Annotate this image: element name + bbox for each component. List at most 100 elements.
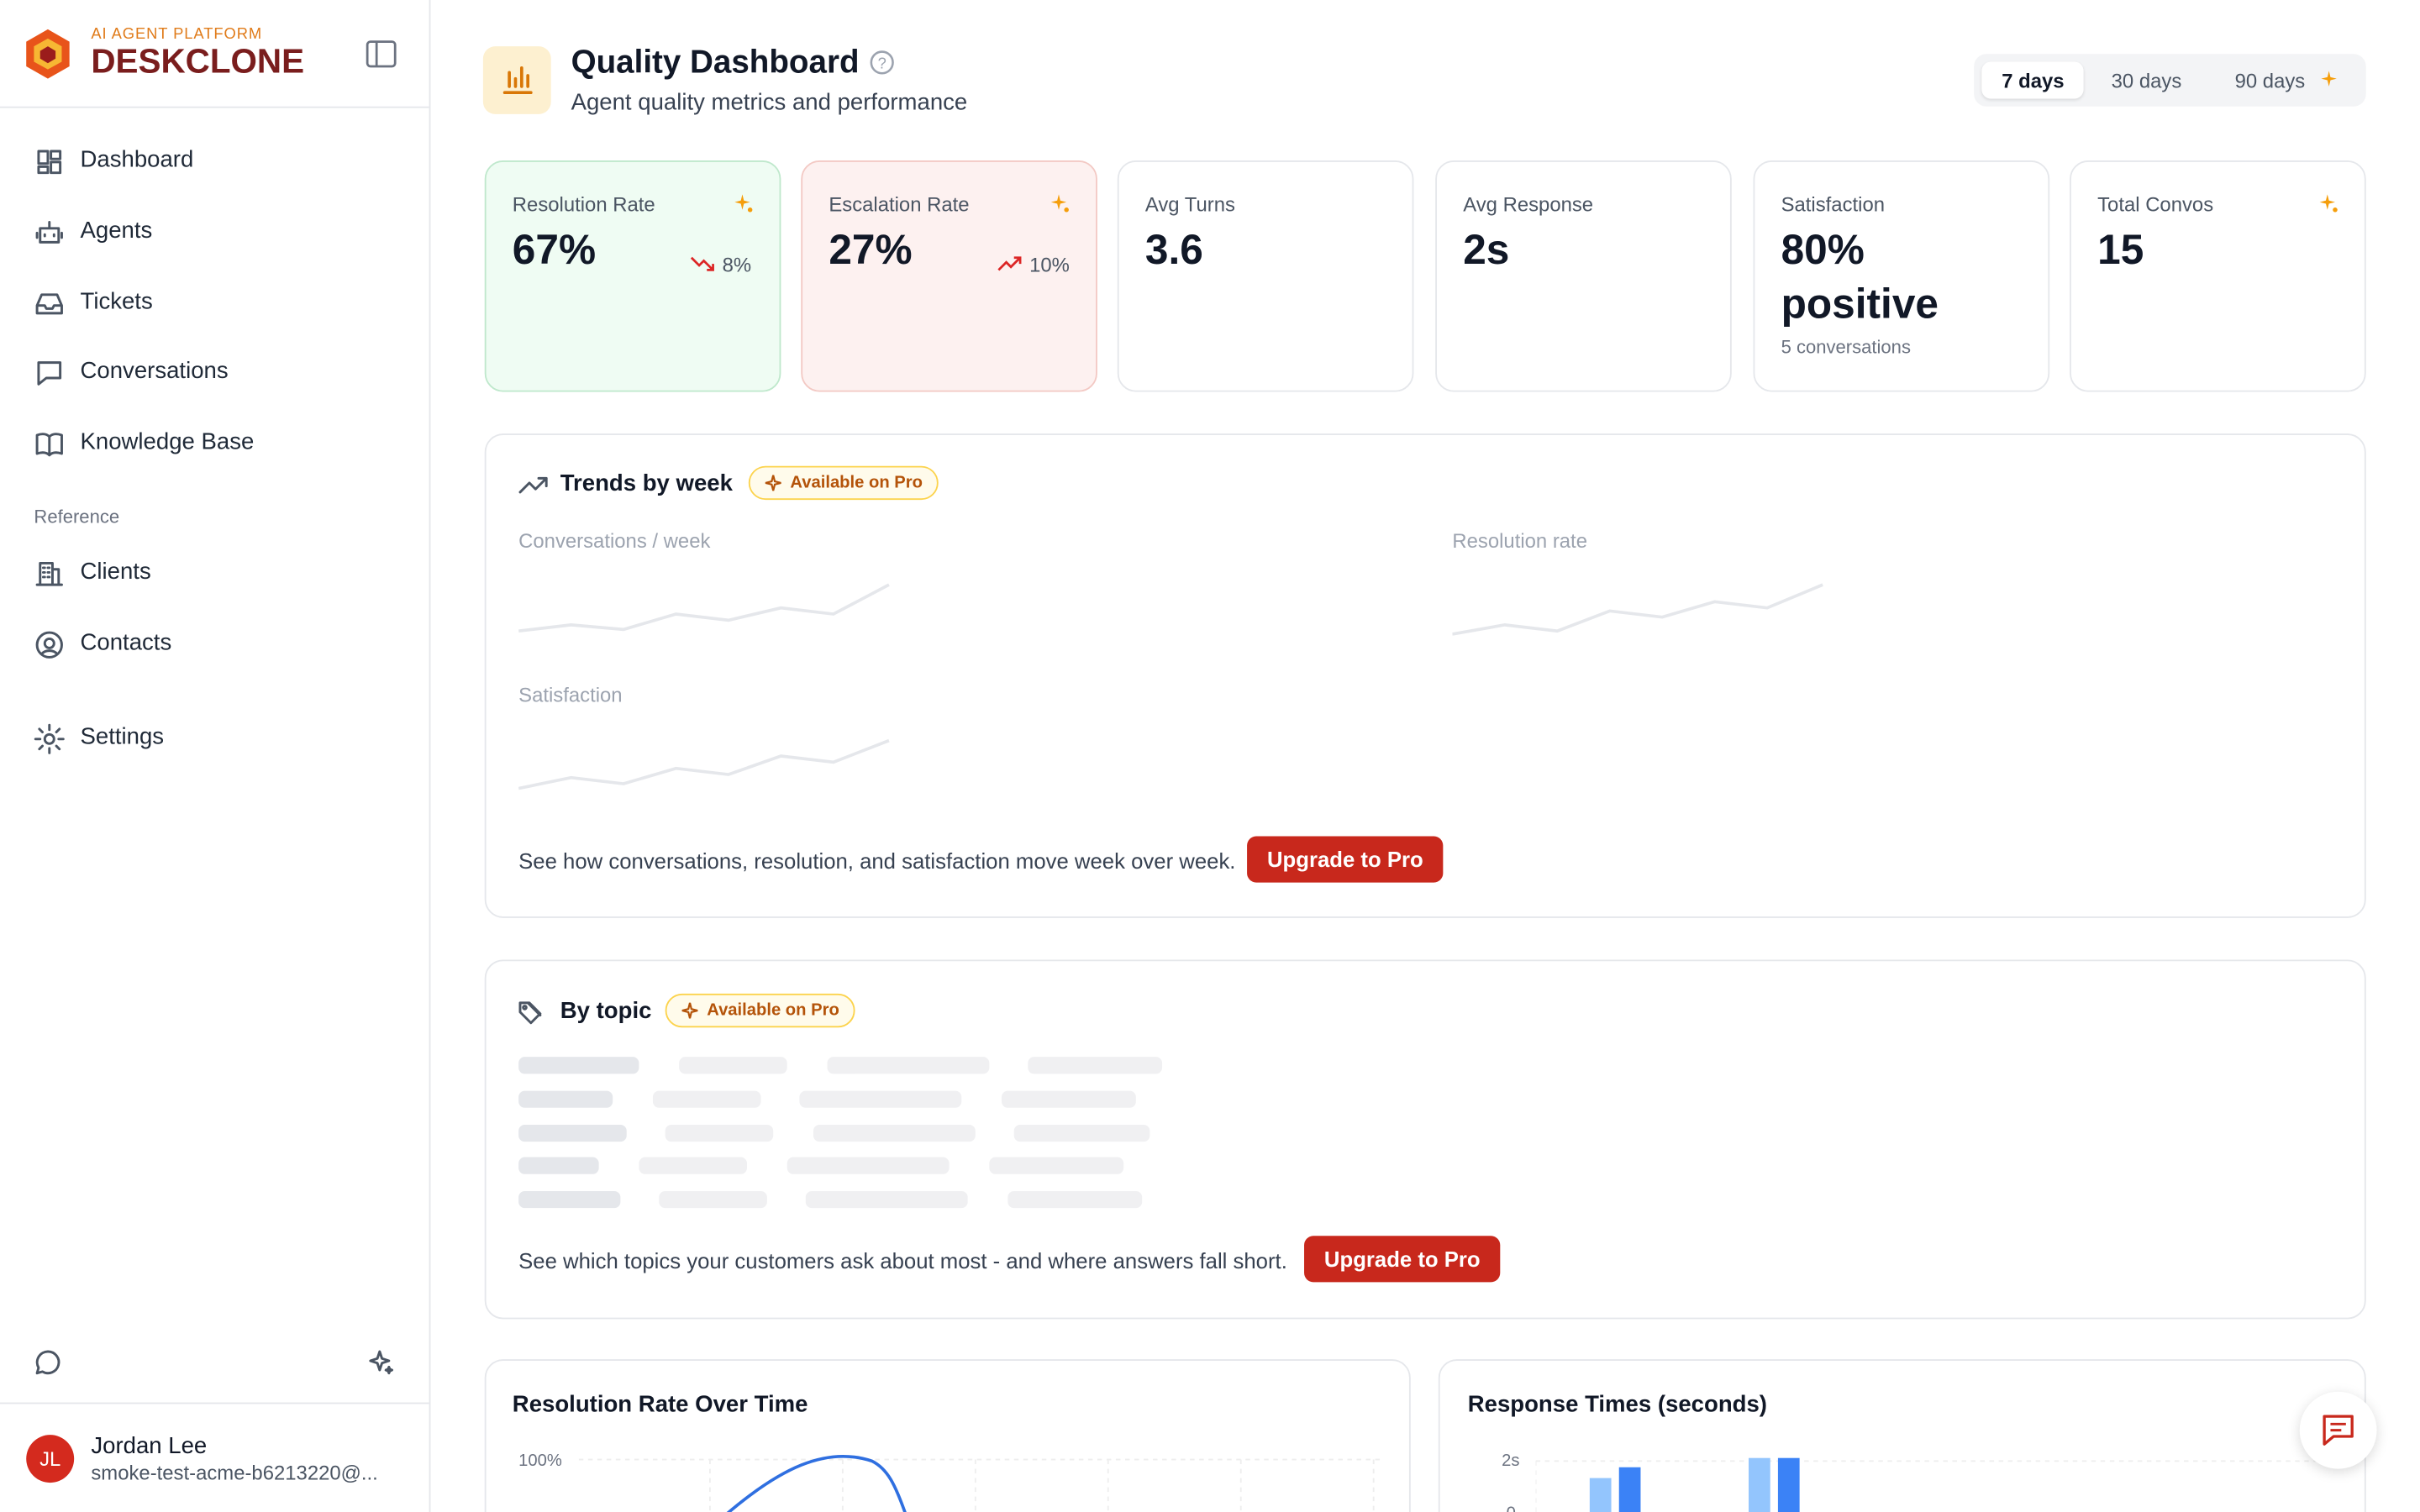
nav-icon	[35, 293, 63, 315]
nav-item[interactable]: Contacts	[80, 629, 172, 656]
kpi-card: Escalation Rate 27% 10%	[801, 160, 1097, 392]
skeleton-bar	[989, 1158, 1124, 1175]
range-toggle: 7 days 30 days 90 days	[1974, 54, 2366, 107]
section-title: By topic	[560, 998, 652, 1025]
help-icon[interactable]: ?	[869, 50, 895, 76]
kpi-value: 67%	[512, 227, 597, 274]
skeleton-bar	[652, 1090, 761, 1108]
brand: DESKCLONE	[91, 41, 305, 81]
skeleton-bar	[786, 1158, 950, 1175]
trend-icon	[518, 476, 548, 494]
kpi-label: Total Convos	[2097, 192, 2214, 217]
nav-icon	[37, 150, 62, 175]
nav-icon	[35, 221, 63, 244]
sparkle-icon[interactable]	[367, 1348, 395, 1376]
sparkline	[1452, 583, 1823, 636]
nav-item[interactable]: Knowledge Base	[80, 428, 255, 455]
nav-icon	[37, 361, 62, 386]
upgrade-button[interactable]: Upgrade to Pro	[1304, 1236, 1501, 1283]
page-subtitle: Agent quality metrics and performance	[571, 89, 968, 116]
skeleton-bar	[1007, 1191, 1143, 1209]
kpi-value: 27%	[829, 227, 913, 274]
section-label: Reference	[34, 506, 120, 528]
section-title: Trends by week	[560, 470, 733, 497]
divider	[0, 106, 429, 108]
nav-item[interactable]: Agents	[80, 217, 153, 244]
skeleton-bar	[665, 1124, 774, 1142]
pro-icon	[734, 194, 753, 213]
nav-item[interactable]: Tickets	[80, 288, 153, 315]
pro-icon	[765, 475, 781, 491]
bar-chart	[1535, 1457, 2338, 1512]
pro-icon	[2319, 194, 2338, 213]
kpi-label: Avg Turns	[1144, 192, 1235, 217]
skeleton-bar	[1028, 1057, 1163, 1074]
kpi-label: Satisfaction	[1781, 192, 1886, 217]
range-option[interactable]: 30 days	[2111, 69, 2182, 93]
upgrade-button[interactable]: Upgrade to Pro	[1247, 836, 1444, 883]
upsell-text: See how conversations, resolution, and s…	[518, 848, 1236, 874]
pro-icon	[2321, 71, 2337, 87]
kpi-card: Avg Turns 3.6	[1117, 160, 1414, 392]
kpi-delta: 10%	[1029, 253, 1070, 276]
logo	[26, 29, 70, 79]
sparkline	[518, 583, 890, 633]
avatar[interactable]: JL	[26, 1435, 75, 1483]
chart-card: Response Times (seconds) 2s 0	[1438, 1359, 2366, 1512]
chart-title: Response Times (seconds)	[1467, 1391, 1767, 1418]
pro-badge: Available on Pro	[748, 465, 939, 501]
nav-icon	[35, 631, 63, 659]
user-email: smoke-test-acme-b6213220@...	[91, 1461, 378, 1484]
sparkline	[518, 738, 890, 790]
sidebar: AI AGENT PLATFORM DESKCLONE Dashboard Age…	[0, 0, 431, 1512]
kpi-label: Escalation Rate	[829, 192, 970, 217]
pro-icon	[681, 1002, 698, 1019]
nav-item[interactable]: Clients	[80, 558, 151, 585]
topics-card: By topic Available on Pro See which topi…	[484, 959, 2366, 1320]
y-tick-label: 2s	[1502, 1452, 1520, 1471]
skeleton-bar	[518, 1158, 599, 1175]
page-title: Quality Dashboard	[571, 45, 860, 81]
kpi-card: Satisfaction 80% positive 5 conversations	[1753, 160, 2050, 392]
header-icon	[482, 46, 551, 114]
delta-icon	[690, 256, 714, 271]
skeleton-bar	[813, 1124, 976, 1142]
range-option[interactable]: 90 days	[2234, 69, 2306, 93]
nav-icon	[34, 723, 65, 754]
nav-icon	[35, 561, 63, 586]
brand-tag: AI AGENT PLATFORM	[91, 26, 263, 44]
chart-card: Resolution Rate Over Time 100%	[484, 1359, 1411, 1512]
skeleton-bar	[1002, 1090, 1136, 1108]
collapse-button[interactable]	[366, 39, 397, 70]
nav-item[interactable]: Dashboard	[80, 146, 194, 173]
range-option[interactable]: 7 days	[2002, 69, 2065, 93]
upsell-text: See which topics your customers ask abou…	[518, 1247, 1287, 1273]
kpi-card: Avg Response 2s	[1435, 160, 1732, 392]
y-tick-label: 0	[1507, 1504, 1516, 1512]
nav-item[interactable]: Settings	[80, 723, 165, 750]
nav-item[interactable]: Conversations	[80, 358, 229, 385]
sparkline-title: Conversations / week	[518, 529, 711, 553]
kpi-delta: 8%	[722, 253, 752, 276]
skeleton-bar	[679, 1057, 787, 1074]
skeleton-bar	[659, 1191, 767, 1209]
kpi-value: 3.6	[1144, 227, 1203, 274]
skeleton-bar	[827, 1057, 990, 1074]
kpi-value: 2s	[1463, 227, 1510, 274]
active-pill	[1981, 61, 2084, 99]
skeleton-bar	[518, 1191, 621, 1209]
chat-icon[interactable]	[34, 1348, 61, 1376]
svg-text:?: ?	[878, 55, 886, 72]
skeleton-bar	[518, 1090, 613, 1108]
chat-launcher[interactable]	[2299, 1391, 2377, 1469]
tag-icon	[518, 1001, 542, 1025]
nav-icon	[35, 433, 63, 457]
delta-icon	[997, 256, 1022, 271]
kpi-note: 5 conversations	[1781, 336, 1911, 359]
kpi-value: 80% positive	[1781, 227, 1939, 328]
skeleton-bar	[799, 1090, 962, 1108]
skeleton-bar	[639, 1158, 747, 1175]
trends-card: Trends by week Available on Pro Conversa…	[484, 433, 2366, 918]
